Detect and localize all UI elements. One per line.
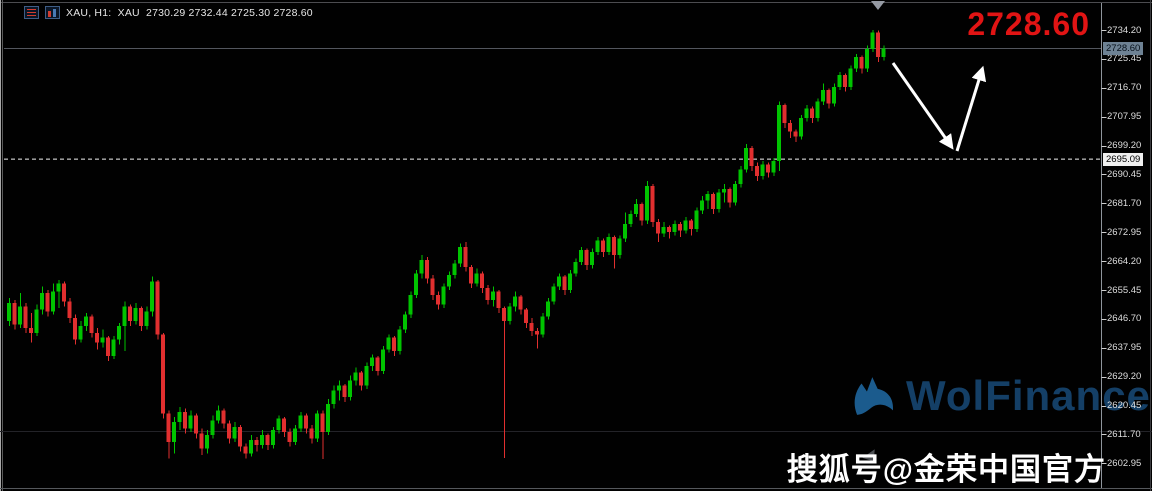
bar-chart-icon	[45, 6, 60, 19]
chart-info-bar: XAU, H1: XAU 2730.29 2732.44 2725.30 272…	[24, 6, 313, 19]
watermark: WolFinance	[848, 370, 1151, 422]
y-axis-tick-label: 2690.45	[1107, 168, 1142, 180]
watermark-text: WolFinance	[906, 372, 1151, 419]
y-axis-tick-label: 2716.70	[1107, 82, 1142, 94]
y-axis-tick-label: 2681.70	[1107, 197, 1142, 209]
y-axis-scale	[1101, 3, 1107, 488]
dotted-level-axis-label: 2695.09	[1103, 152, 1144, 166]
y-axis-tick-label: 2707.95	[1107, 111, 1142, 123]
y-axis-tick-label: 2655.45	[1107, 284, 1142, 296]
y-axis-tick-label: 2611.70	[1107, 428, 1141, 440]
candles-layer	[7, 30, 886, 459]
y-axis-tick-label: 2699.20	[1107, 140, 1142, 152]
y-axis-tick-label: 2646.70	[1107, 313, 1142, 325]
trend-arrows	[891, 62, 987, 152]
symbol-ohlc-text: XAU, H1: XAU 2730.29 2732.44 2725.30 272…	[66, 6, 313, 19]
y-axis-tick-label: 2637.95	[1107, 342, 1142, 354]
window-border-top	[0, 2, 1152, 3]
drawn-arrow-up	[955, 65, 987, 152]
sohu-banner-text: 搜狐号@金荣中国官方	[786, 452, 1106, 487]
y-axis-tick-label: 2725.45	[1107, 53, 1142, 65]
window-border-left-outer	[0, 0, 1, 491]
window-border-right	[1150, 0, 1151, 491]
y-axis-tick-label: 2664.20	[1107, 255, 1142, 267]
drawn-arrow-down	[891, 62, 954, 150]
wolf-logo-icon	[854, 377, 894, 415]
current-price-display: 2728.60	[967, 6, 1090, 42]
window-border-left-inner	[2, 0, 3, 491]
peak-down-triangle-icon	[871, 1, 885, 10]
y-axis-tick-label: 2620.45	[1107, 400, 1142, 412]
window-border-bottom	[0, 488, 1152, 489]
y-axis-tick-label: 2602.95	[1107, 457, 1142, 469]
current-price-axis-label: 2728.60	[1103, 41, 1144, 55]
quotes-list-icon	[24, 6, 39, 19]
y-axis-tick-label: 2672.95	[1107, 226, 1142, 238]
y-axis-tick-label: 2629.20	[1107, 371, 1142, 383]
y-axis-tick-label: 2734.20	[1107, 24, 1142, 36]
